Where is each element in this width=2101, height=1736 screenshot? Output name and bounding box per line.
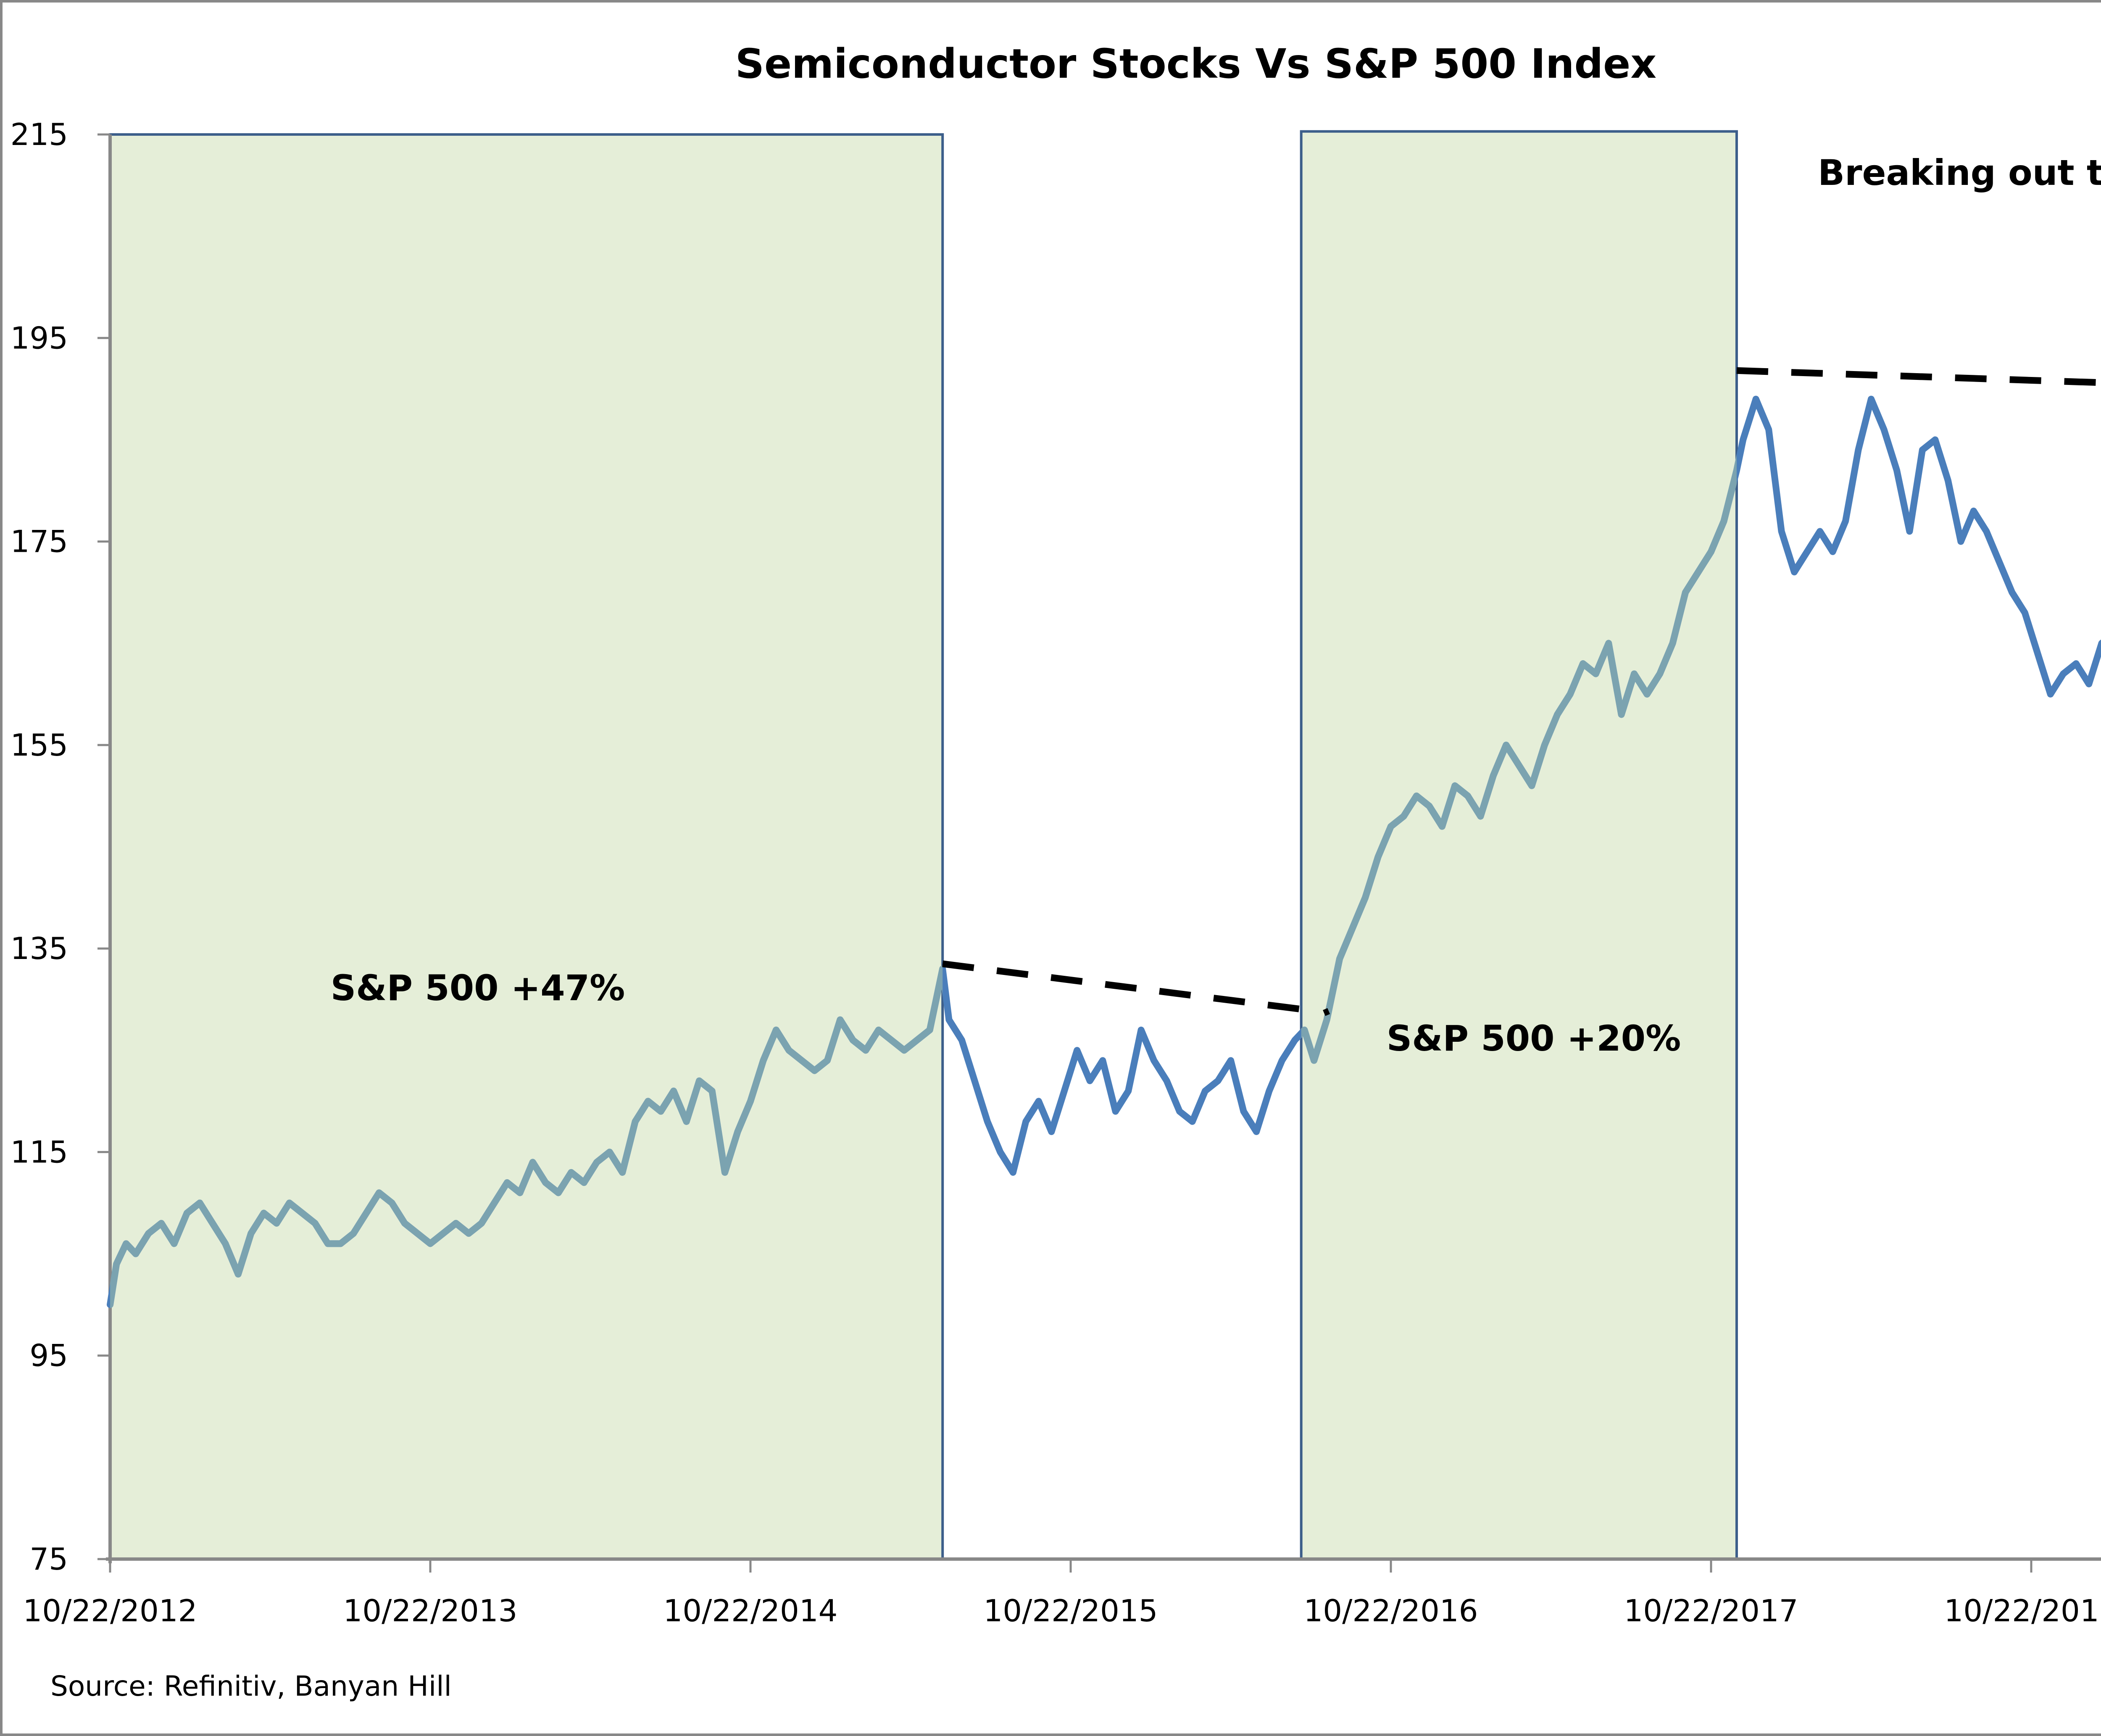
y-tick-label: 115 — [11, 1134, 68, 1170]
y-tick-label: 175 — [11, 524, 68, 559]
shaded-period-1 — [109, 133, 944, 1560]
x-tick-label: 10/22/2017 — [1624, 1593, 1798, 1628]
y-tick-label: 95 — [29, 1338, 68, 1373]
y-tick-label: 135 — [11, 931, 68, 966]
shaded-period-2 — [1300, 130, 1738, 1561]
y-tick-label: 155 — [11, 727, 68, 763]
x-tick-label: 10/22/2012 — [23, 1593, 197, 1628]
y-tick-label: 195 — [11, 320, 68, 356]
x-tick-label: 10/22/2016 — [1304, 1593, 1478, 1628]
source-note: Source: Refinitiv, Banyan Hill — [50, 1670, 452, 1702]
x-tick-label: 10/22/2015 — [984, 1593, 1158, 1628]
trendline-2 — [1736, 367, 2101, 386]
annotation-sp500-47: S&P 500 +47% — [331, 967, 625, 1009]
y-tick-label: 75 — [29, 1541, 68, 1577]
trendline-dot — [1323, 1008, 1330, 1016]
callout-text: Breaking out to new highs? — [1818, 152, 2101, 193]
shaded-periods — [109, 130, 1738, 1561]
x-tick-label: 10/22/2013 — [343, 1593, 518, 1628]
annotation-sp500-20: S&P 500 +20% — [1387, 1018, 1681, 1059]
series-group — [107, 335, 2101, 1308]
chart-title: Semiconductor Stocks Vs S&P 500 Index — [735, 40, 1656, 87]
x-axis: 10/22/2012 10/22/2013 10/22/2014 10/22/2015… — [23, 1557, 2101, 1628]
y-axis: 75 95 115 135 155 175 195 215 — [11, 117, 112, 1577]
x-tick-label: 10/22/2018 — [1944, 1593, 2101, 1628]
trendline-1 — [942, 960, 1305, 1013]
annotations: S&P 500 +47% S&P 500 +20% Breaking out to … — [331, 152, 2101, 1059]
x-tick-label: 10/22/2014 — [663, 1593, 838, 1628]
y-tick-label: 215 — [11, 117, 68, 152]
